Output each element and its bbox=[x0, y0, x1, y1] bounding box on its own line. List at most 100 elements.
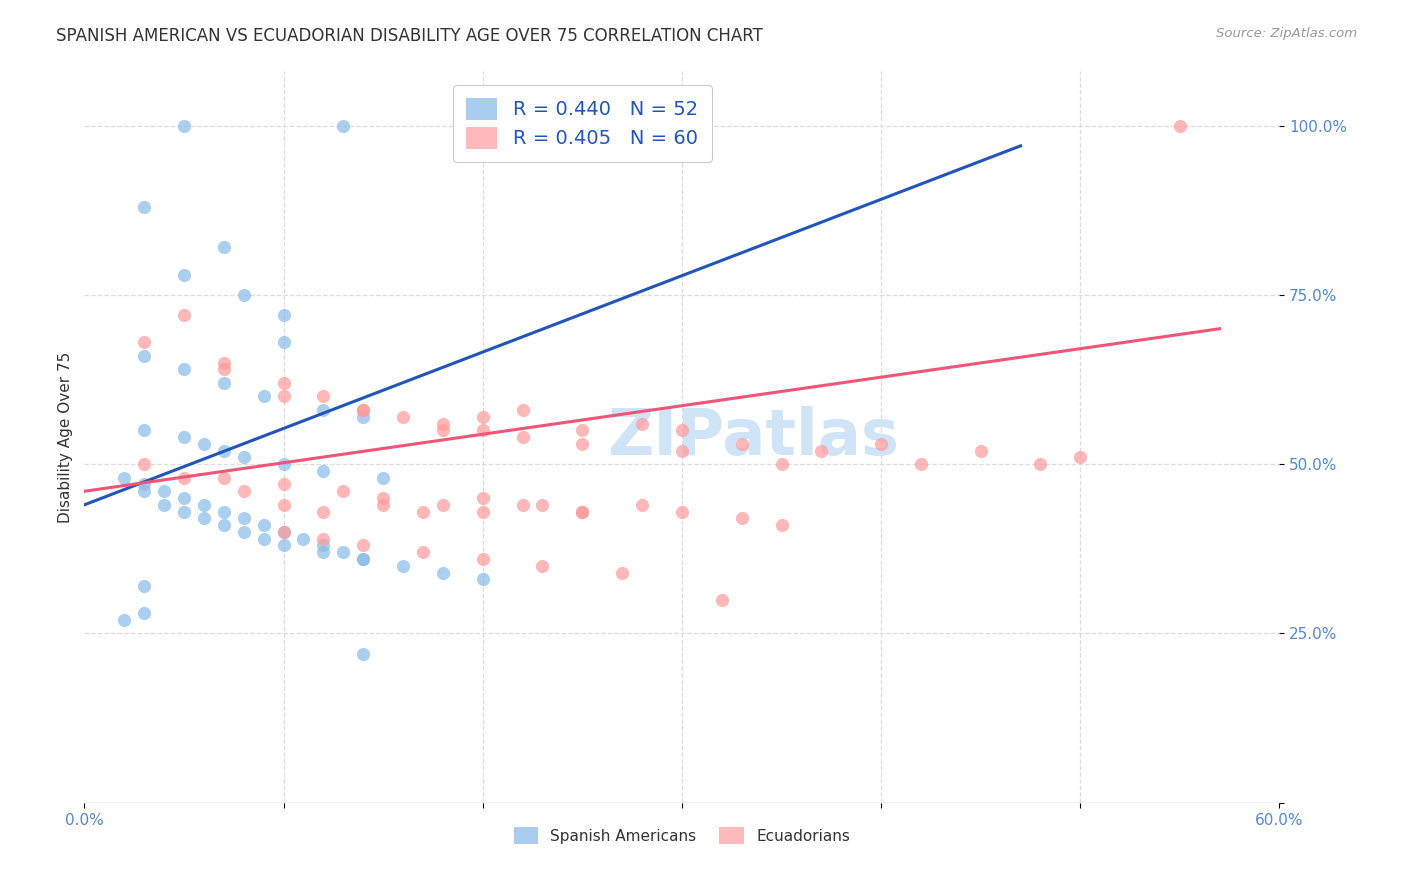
Point bbox=[212, 355, 235, 369]
Point bbox=[432, 566, 454, 580]
Point bbox=[253, 518, 276, 533]
Point bbox=[373, 498, 395, 512]
Y-axis label: Disability Age Over 75: Disability Age Over 75 bbox=[58, 351, 73, 523]
Text: ZIPatlas: ZIPatlas bbox=[607, 406, 900, 468]
Point bbox=[471, 505, 494, 519]
Point bbox=[352, 403, 374, 417]
Point bbox=[312, 464, 335, 478]
Point bbox=[571, 505, 593, 519]
Point bbox=[571, 437, 593, 451]
Point bbox=[292, 532, 315, 546]
Point bbox=[332, 545, 354, 559]
Point bbox=[332, 484, 354, 499]
Point bbox=[173, 430, 195, 444]
Point bbox=[471, 552, 494, 566]
Point bbox=[810, 443, 832, 458]
Point bbox=[373, 491, 395, 505]
Point bbox=[193, 511, 215, 525]
Point bbox=[173, 362, 195, 376]
Point bbox=[870, 437, 893, 451]
Point bbox=[512, 498, 534, 512]
Point bbox=[512, 403, 534, 417]
Point bbox=[232, 484, 254, 499]
Point bbox=[392, 409, 415, 424]
Point bbox=[671, 443, 693, 458]
Point bbox=[132, 579, 156, 593]
Point bbox=[112, 471, 135, 485]
Point bbox=[132, 606, 156, 620]
Point bbox=[212, 376, 235, 390]
Point bbox=[312, 538, 335, 552]
Point bbox=[212, 362, 235, 376]
Point bbox=[273, 524, 295, 539]
Point bbox=[631, 498, 654, 512]
Point bbox=[731, 511, 754, 525]
Point bbox=[1069, 450, 1091, 465]
Point bbox=[352, 409, 374, 424]
Point bbox=[531, 558, 554, 573]
Point bbox=[273, 308, 295, 322]
Point bbox=[273, 538, 295, 552]
Point bbox=[212, 240, 235, 254]
Point bbox=[173, 308, 195, 322]
Point bbox=[273, 477, 295, 491]
Point bbox=[273, 376, 295, 390]
Point bbox=[671, 505, 693, 519]
Point bbox=[432, 423, 454, 437]
Point bbox=[332, 119, 354, 133]
Point bbox=[153, 484, 176, 499]
Point bbox=[731, 437, 754, 451]
Point bbox=[1168, 119, 1191, 133]
Point bbox=[471, 491, 494, 505]
Point bbox=[253, 389, 276, 403]
Point bbox=[232, 511, 254, 525]
Point bbox=[132, 200, 156, 214]
Point bbox=[770, 518, 793, 533]
Point bbox=[352, 538, 374, 552]
Point bbox=[312, 389, 335, 403]
Point bbox=[392, 558, 415, 573]
Point bbox=[531, 498, 554, 512]
Point bbox=[412, 505, 434, 519]
Text: Source: ZipAtlas.com: Source: ZipAtlas.com bbox=[1216, 27, 1357, 40]
Point bbox=[770, 457, 793, 471]
Point bbox=[273, 498, 295, 512]
Point bbox=[273, 524, 295, 539]
Point bbox=[153, 498, 176, 512]
Point bbox=[1029, 457, 1052, 471]
Point bbox=[232, 450, 254, 465]
Point bbox=[412, 545, 434, 559]
Point bbox=[432, 498, 454, 512]
Point bbox=[571, 423, 593, 437]
Point bbox=[352, 552, 374, 566]
Point bbox=[253, 532, 276, 546]
Point bbox=[232, 288, 254, 302]
Point bbox=[710, 592, 733, 607]
Point bbox=[910, 457, 932, 471]
Point bbox=[312, 505, 335, 519]
Point bbox=[173, 491, 195, 505]
Point bbox=[212, 443, 235, 458]
Point bbox=[312, 545, 335, 559]
Point bbox=[173, 471, 195, 485]
Point bbox=[212, 471, 235, 485]
Point bbox=[273, 335, 295, 350]
Point bbox=[173, 505, 195, 519]
Point bbox=[273, 389, 295, 403]
Point bbox=[352, 647, 374, 661]
Legend: Spanish Americans, Ecuadorians: Spanish Americans, Ecuadorians bbox=[508, 822, 856, 850]
Point bbox=[312, 403, 335, 417]
Point bbox=[173, 268, 195, 282]
Point bbox=[671, 423, 693, 437]
Point bbox=[373, 471, 395, 485]
Point bbox=[352, 552, 374, 566]
Point bbox=[132, 457, 156, 471]
Point bbox=[193, 437, 215, 451]
Point bbox=[132, 349, 156, 363]
Point bbox=[471, 409, 494, 424]
Point bbox=[132, 477, 156, 491]
Point bbox=[471, 423, 494, 437]
Point bbox=[132, 423, 156, 437]
Point bbox=[273, 457, 295, 471]
Point bbox=[512, 430, 534, 444]
